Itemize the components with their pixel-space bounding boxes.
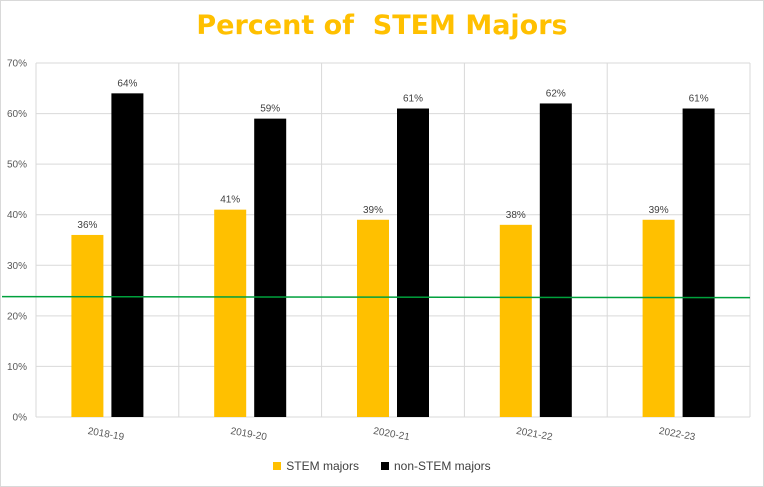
chart-title: Percent of STEM Majors bbox=[196, 10, 568, 41]
bar-non-stem bbox=[539, 103, 572, 417]
bar-non-stem bbox=[682, 108, 715, 417]
legend-item-stem: STEM majors bbox=[273, 459, 359, 473]
data-label: 61% bbox=[403, 94, 423, 105]
legend-item-non-stem: non-STEM majors bbox=[380, 459, 491, 473]
bar-non-stem bbox=[397, 108, 429, 417]
legend: STEM majors non-STEM majors bbox=[0, 459, 764, 473]
reference-line bbox=[1, 295, 751, 299]
y-tick-label: 50% bbox=[7, 160, 27, 171]
data-label: 38% bbox=[506, 210, 526, 221]
y-tick-label: 20% bbox=[7, 311, 27, 322]
y-tick-label: 30% bbox=[7, 261, 27, 272]
data-label: 41% bbox=[220, 195, 240, 206]
bar-stem bbox=[357, 219, 389, 417]
bar-stem bbox=[499, 224, 532, 417]
x-tick-label: 2020-21 bbox=[372, 426, 410, 443]
bar-stem bbox=[642, 219, 675, 417]
bar-non-stem bbox=[254, 118, 287, 417]
legend-swatch-stem bbox=[273, 462, 282, 470]
legend-swatch-non-stem bbox=[380, 462, 389, 470]
y-tick-label: 40% bbox=[7, 210, 27, 221]
data-label: 59% bbox=[260, 104, 280, 115]
y-tick-label: 70% bbox=[7, 59, 27, 70]
legend-label-stem: STEM majors bbox=[286, 459, 359, 473]
y-tick-label: 60% bbox=[7, 109, 27, 120]
data-label: 36% bbox=[77, 220, 97, 231]
legend-label-non-stem: non-STEM majors bbox=[393, 459, 491, 473]
data-label: 39% bbox=[649, 205, 669, 216]
x-tick-label: 2018-19 bbox=[87, 426, 125, 443]
bar-non-stem bbox=[111, 93, 144, 417]
x-tick-label: 2021-22 bbox=[515, 426, 553, 443]
y-tick-label: 10% bbox=[7, 362, 27, 373]
data-label: 62% bbox=[546, 88, 566, 99]
x-tick-label: 2022-23 bbox=[658, 426, 696, 443]
data-label: 39% bbox=[363, 205, 383, 216]
y-tick-label: 0% bbox=[13, 413, 28, 424]
bar-stem bbox=[214, 209, 247, 417]
x-tick-label: 2019-20 bbox=[230, 426, 268, 443]
bar-stem bbox=[71, 234, 104, 417]
data-label: 61% bbox=[689, 94, 709, 105]
data-label: 64% bbox=[117, 78, 137, 89]
